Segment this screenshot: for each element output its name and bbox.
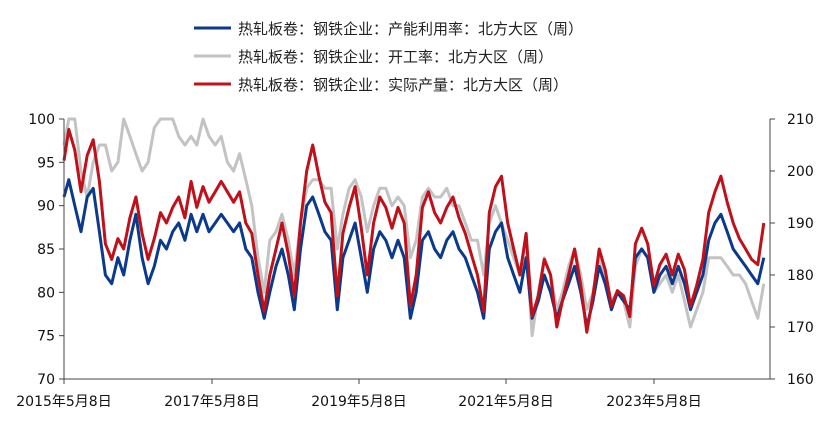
left-tick-label: 80 xyxy=(37,285,55,301)
right-tick-label: 210 xyxy=(787,112,814,128)
legend-label-3: 热轧板卷：钢铁企业：实际产量：北方大区（周） xyxy=(238,76,568,94)
right-tick-label: 200 xyxy=(787,164,814,180)
right-tick-label: 170 xyxy=(787,320,814,336)
left-tick-label: 75 xyxy=(37,329,55,345)
axes: 70 75 80 85 90 95 100 160 170 180 190 200 210 2015年5月… xyxy=(16,112,813,410)
left-tick-label: 70 xyxy=(37,372,55,388)
right-tick-label: 180 xyxy=(787,268,814,284)
x-tick-label: 2017年5月8日 xyxy=(164,394,259,410)
left-tick-label: 95 xyxy=(37,155,55,171)
legend-label-2: 热轧板卷：钢铁企业：开工率：北方大区（周） xyxy=(238,48,553,66)
legend: 热轧板卷：钢铁企业：产能利用率：北方大区（周） 热轧板卷：钢铁企业：开工率：北方大… xyxy=(194,20,583,94)
left-tick-label: 100 xyxy=(28,112,55,128)
series-line-1 xyxy=(62,178,766,329)
x-tick-label: 2019年5月8日 xyxy=(311,394,406,410)
left-tick-label: 85 xyxy=(37,242,55,258)
series-line-3 xyxy=(62,127,766,334)
legend-label-1: 热轧板卷：钢铁企业：产能利用率：北方大区（周） xyxy=(238,20,583,38)
left-tick-label: 90 xyxy=(37,199,55,215)
x-tick-label: 2023年5月8日 xyxy=(606,394,701,410)
x-tick-label: 2021年5月8日 xyxy=(458,394,553,410)
plot-lines xyxy=(62,117,766,338)
right-tick-label: 190 xyxy=(787,216,814,232)
right-tick-label: 160 xyxy=(787,372,814,388)
x-tick-label: 2015年5月8日 xyxy=(16,394,111,410)
